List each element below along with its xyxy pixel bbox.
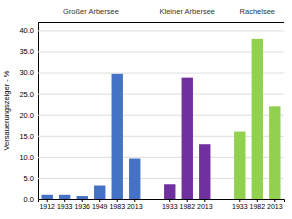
bar [129, 159, 140, 199]
y-tick-label: 10.0 [19, 153, 34, 162]
x-tick-mark [274, 199, 275, 202]
x-tick-label: 1982 [179, 203, 195, 210]
y-tick: 35.0 [19, 47, 284, 56]
grid-line [38, 30, 284, 31]
y-tick-label: 0.0 [24, 195, 34, 204]
y-tick: 40.0 [19, 26, 284, 35]
x-tick: 1982 [250, 199, 266, 210]
y-tick-label: 20.0 [19, 111, 34, 120]
bars [42, 39, 281, 199]
x-tick-mark [99, 199, 100, 202]
grid-line [38, 178, 284, 179]
x-tick-mark [82, 199, 83, 202]
chart: 0.05.010.015.020.025.030.035.040.0191219… [0, 0, 292, 219]
y-tick-label: 5.0 [24, 174, 34, 183]
grid-line [38, 94, 284, 95]
bar [42, 195, 53, 199]
x-tick: 1936 [74, 199, 90, 210]
x-tick-mark [187, 199, 188, 202]
bar [182, 78, 193, 199]
bar [269, 106, 280, 199]
x-tick: 2013 [127, 199, 143, 210]
x-tick-mark [204, 199, 205, 202]
grid-line [38, 136, 284, 137]
x-tick-mark [47, 199, 48, 202]
x-tick: 1933 [162, 199, 178, 210]
bar [234, 132, 245, 199]
x-tick-label: 1936 [74, 203, 90, 210]
x-tick-mark [169, 199, 170, 202]
y-tick-label: 15.0 [19, 132, 34, 141]
y-tick-label: 35.0 [19, 47, 34, 56]
y-tick-label: 25.0 [19, 90, 34, 99]
grid-line [38, 115, 284, 116]
y-tick-label: 30.0 [19, 68, 34, 77]
group-title: Rachelsee [240, 7, 275, 16]
group-title: Großer Arbersee [63, 7, 119, 16]
x-tick-label: 1949 [92, 203, 108, 210]
group-titles: Großer Arbersee Kleiner Arbersee Rachelsee [63, 7, 275, 16]
x-tick-label: 1912 [39, 203, 55, 210]
bar [252, 39, 263, 199]
x-tick: 2013 [267, 199, 283, 210]
x-tick: 1933 [57, 199, 73, 210]
plot: 0.05.010.015.020.025.030.035.040.0191219… [19, 23, 284, 210]
x-tick-label: 2013 [267, 203, 283, 210]
bar [77, 196, 88, 199]
x-tick: 1933 [232, 199, 248, 210]
y-axis: 0.0 5.0 10.0 15.0 20.0 25.0 30.0 35.0 40.0 [19, 23, 284, 204]
x-tick-label: 1933 [162, 203, 178, 210]
x-tick-label: 2013 [197, 203, 213, 210]
x-axis: 1912193319361949198320131933198220131933… [39, 199, 285, 210]
x-tick-label: 2013 [127, 203, 143, 210]
x-axis-line [39, 200, 285, 203]
x-tick-mark [64, 199, 65, 202]
grid-line [38, 52, 284, 53]
bar [199, 144, 210, 199]
x-tick: 1949 [92, 199, 108, 210]
bar [112, 74, 123, 199]
x-tick-label: 1933 [57, 203, 73, 210]
y-axis-title: Versauerungszeiger - % [2, 70, 11, 150]
x-tick: 1982 [179, 199, 195, 210]
x-tick: 2013 [197, 199, 213, 210]
bar [164, 184, 175, 199]
y-axis-line [39, 23, 285, 200]
y-tick: 20.0 [19, 111, 284, 120]
x-tick: 1983 [109, 199, 125, 210]
x-tick-label: 1933 [232, 203, 248, 210]
x-tick-label: 1983 [109, 203, 125, 210]
grid-line [38, 73, 284, 74]
x-tick-mark [257, 199, 258, 202]
x-tick: 1912 [39, 199, 55, 210]
y-tick-label: 40.0 [19, 26, 34, 35]
y-tick: 30.0 [19, 68, 284, 77]
x-tick-mark [117, 199, 118, 202]
group-title: Kleiner Arbersee [160, 7, 215, 16]
y-tick: 25.0 [19, 90, 284, 99]
grid-line [38, 157, 284, 158]
bar [59, 195, 70, 199]
bar [94, 186, 105, 199]
x-tick-mark [239, 199, 240, 202]
x-tick-label: 1982 [250, 203, 266, 210]
x-tick-mark [134, 199, 135, 202]
